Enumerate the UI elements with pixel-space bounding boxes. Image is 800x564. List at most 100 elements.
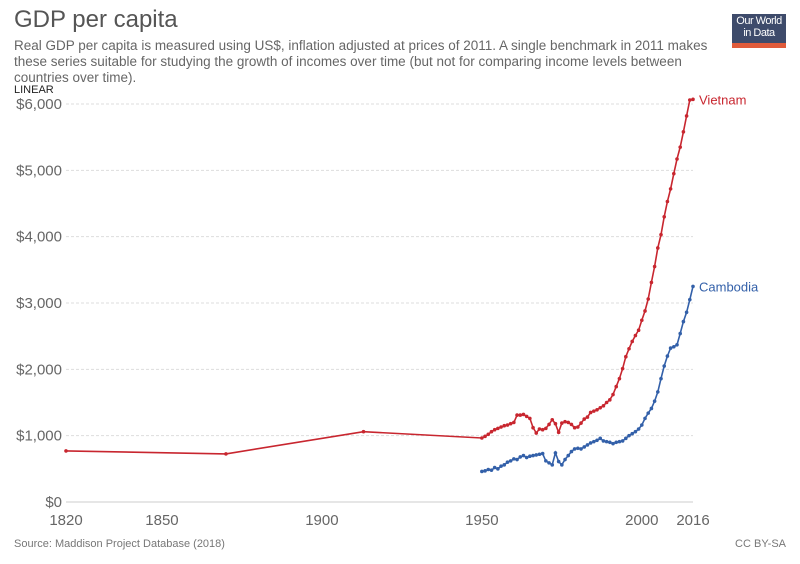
- data-point[interactable]: [524, 455, 529, 460]
- data-point[interactable]: [483, 469, 487, 473]
- data-point[interactable]: [560, 463, 564, 467]
- data-point[interactable]: [643, 416, 647, 421]
- data-point[interactable]: [556, 459, 561, 464]
- data-point[interactable]: [627, 433, 631, 438]
- data-point[interactable]: [224, 452, 228, 456]
- data-point[interactable]: [560, 421, 564, 425]
- data-point[interactable]: [592, 439, 596, 444]
- data-point[interactable]: [675, 157, 679, 161]
- data-point[interactable]: [540, 451, 545, 456]
- data-point[interactable]: [595, 438, 599, 443]
- data-point[interactable]: [636, 427, 641, 431]
- data-point[interactable]: [576, 446, 580, 451]
- data-point[interactable]: [569, 449, 574, 454]
- data-point[interactable]: [512, 420, 516, 425]
- data-point[interactable]: [508, 421, 513, 426]
- data-point[interactable]: [582, 417, 587, 421]
- data-point[interactable]: [486, 467, 491, 472]
- data-point[interactable]: [649, 280, 654, 285]
- data-point[interactable]: [528, 454, 532, 459]
- data-point[interactable]: [540, 427, 545, 432]
- data-point[interactable]: [656, 390, 660, 394]
- data-point[interactable]: [620, 366, 625, 371]
- data-point[interactable]: [630, 431, 635, 436]
- data-point[interactable]: [620, 439, 625, 443]
- data-point[interactable]: [547, 461, 551, 465]
- data-point[interactable]: [521, 412, 526, 417]
- data-point[interactable]: [633, 333, 638, 338]
- data-point[interactable]: [691, 97, 695, 102]
- data-point[interactable]: [518, 455, 523, 459]
- data-point[interactable]: [566, 453, 571, 458]
- data-point[interactable]: [627, 346, 631, 351]
- data-point[interactable]: [556, 430, 561, 435]
- data-point[interactable]: [672, 171, 676, 176]
- data-point[interactable]: [492, 427, 497, 432]
- data-point[interactable]: [544, 426, 548, 431]
- data-point[interactable]: [531, 425, 535, 430]
- data-point[interactable]: [614, 384, 619, 389]
- data-point[interactable]: [668, 346, 673, 350]
- data-point[interactable]: [681, 319, 686, 324]
- data-point[interactable]: [480, 436, 484, 440]
- data-point[interactable]: [505, 460, 510, 465]
- data-point[interactable]: [579, 447, 583, 451]
- data-point[interactable]: [665, 199, 670, 204]
- data-point[interactable]: [624, 354, 628, 359]
- data-point[interactable]: [662, 214, 667, 219]
- data-point[interactable]: [601, 439, 606, 443]
- data-point[interactable]: [608, 398, 612, 402]
- data-point[interactable]: [569, 422, 574, 427]
- license-link[interactable]: CC BY-SA: [735, 538, 786, 550]
- data-point[interactable]: [502, 423, 507, 428]
- data-point[interactable]: [592, 409, 596, 413]
- data-point[interactable]: [550, 463, 555, 467]
- data-point[interactable]: [531, 453, 535, 458]
- data-point[interactable]: [534, 453, 539, 457]
- data-point[interactable]: [665, 354, 670, 358]
- data-point[interactable]: [483, 434, 487, 439]
- data-point[interactable]: [659, 376, 663, 381]
- data-point[interactable]: [688, 98, 692, 102]
- data-point[interactable]: [624, 436, 628, 441]
- data-point[interactable]: [633, 429, 638, 434]
- data-point[interactable]: [588, 410, 593, 415]
- data-point[interactable]: [598, 406, 603, 410]
- data-point[interactable]: [64, 449, 68, 453]
- data-point[interactable]: [489, 429, 494, 434]
- data-point[interactable]: [630, 339, 635, 344]
- data-point[interactable]: [566, 420, 571, 425]
- data-point[interactable]: [598, 436, 603, 441]
- data-point[interactable]: [652, 399, 657, 403]
- data-point[interactable]: [595, 407, 599, 412]
- data-point[interactable]: [489, 468, 494, 472]
- data-point[interactable]: [553, 451, 558, 455]
- data-point[interactable]: [675, 342, 679, 347]
- data-point[interactable]: [585, 415, 590, 419]
- data-point[interactable]: [678, 145, 683, 149]
- data-point[interactable]: [579, 421, 583, 425]
- data-point[interactable]: [652, 264, 657, 269]
- data-point[interactable]: [640, 318, 644, 323]
- data-point[interactable]: [614, 440, 619, 445]
- data-point[interactable]: [553, 421, 558, 426]
- data-point[interactable]: [684, 310, 689, 315]
- data-point[interactable]: [604, 400, 609, 405]
- data-point[interactable]: [604, 439, 609, 444]
- data-point[interactable]: [691, 284, 695, 289]
- data-point[interactable]: [537, 427, 542, 431]
- data-point[interactable]: [617, 376, 622, 381]
- data-point[interactable]: [588, 441, 593, 445]
- data-point[interactable]: [534, 431, 539, 435]
- data-point[interactable]: [502, 463, 507, 467]
- data-point[interactable]: [646, 411, 651, 415]
- data-point[interactable]: [611, 441, 615, 446]
- data-point[interactable]: [585, 443, 590, 447]
- data-point[interactable]: [512, 457, 516, 461]
- data-point[interactable]: [572, 447, 577, 451]
- data-point[interactable]: [496, 467, 500, 471]
- data-point[interactable]: [508, 459, 513, 463]
- data-point[interactable]: [617, 439, 622, 444]
- data-point[interactable]: [672, 344, 676, 349]
- data-point[interactable]: [640, 423, 644, 427]
